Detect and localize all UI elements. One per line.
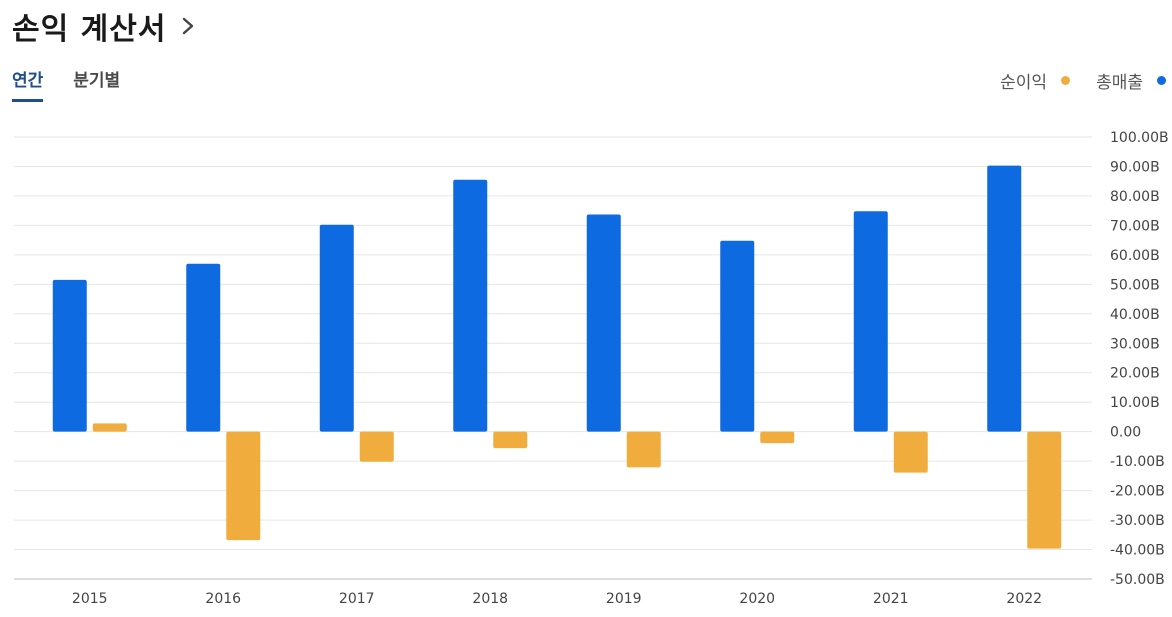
tab-quarterly[interactable]: 분기별 bbox=[73, 71, 121, 91]
x-tick-label: 2018 bbox=[472, 591, 508, 607]
y-tick-label: 50.00B bbox=[1110, 277, 1160, 293]
net-income-bar bbox=[493, 431, 528, 449]
legend-dot-net-income bbox=[1061, 76, 1071, 85]
revenue-bar bbox=[186, 263, 221, 432]
y-tick-label: 30.00B bbox=[1110, 336, 1160, 352]
revenue-bar bbox=[853, 211, 888, 432]
legend-item-net-income[interactable]: 순이익 bbox=[1000, 68, 1071, 93]
revenue-bar bbox=[586, 214, 621, 432]
y-tick-label: 80.00B bbox=[1110, 189, 1160, 205]
y-tick-label: -50.00B bbox=[1110, 572, 1165, 588]
y-tick-label: 60.00B bbox=[1110, 248, 1160, 264]
y-tick-label: 100.00B bbox=[1110, 130, 1169, 146]
y-tick-label: 70.00B bbox=[1110, 218, 1160, 234]
y-tick-label: -20.00B bbox=[1110, 484, 1165, 500]
x-tick-label: 2021 bbox=[873, 591, 909, 607]
y-tick-label: -40.00B bbox=[1110, 543, 1165, 559]
net-income-bar bbox=[359, 431, 394, 462]
y-tick-label: 20.00B bbox=[1110, 366, 1160, 382]
x-tick-label: 2016 bbox=[205, 591, 241, 607]
net-income-bar bbox=[893, 431, 928, 473]
net-income-bar bbox=[226, 431, 261, 541]
revenue-bar bbox=[319, 224, 354, 432]
x-tick-label: 2017 bbox=[339, 591, 375, 607]
page-title: 손익 계산서 bbox=[12, 12, 167, 47]
revenue-bar bbox=[720, 240, 755, 432]
legend-dot-revenue bbox=[1157, 76, 1166, 85]
y-tick-label: 0.00 bbox=[1110, 425, 1141, 441]
net-income-bar bbox=[760, 431, 795, 444]
tab-annual[interactable]: 연간 bbox=[12, 66, 44, 102]
x-tick-label: 2022 bbox=[1006, 591, 1042, 607]
chevron-right-icon[interactable] bbox=[180, 11, 198, 41]
revenue-bar bbox=[987, 165, 1022, 432]
legend-label-revenue: 총매출 bbox=[1096, 73, 1143, 93]
period-tabs: 연간 분기별 bbox=[12, 66, 150, 102]
x-tick-label: 2020 bbox=[739, 591, 775, 607]
net-income-bar bbox=[1027, 431, 1062, 549]
y-tick-label: 90.00B bbox=[1110, 159, 1160, 175]
net-income-bar bbox=[92, 423, 127, 432]
y-tick-label: -10.00B bbox=[1110, 454, 1165, 470]
x-tick-label: 2019 bbox=[606, 591, 642, 607]
revenue-bar bbox=[453, 179, 488, 432]
legend-label-net-income: 순이익 bbox=[1000, 73, 1048, 93]
y-tick-label: -30.00B bbox=[1110, 513, 1165, 529]
x-tick-label: 2015 bbox=[72, 591, 108, 607]
y-tick-label: 10.00B bbox=[1110, 395, 1160, 411]
y-tick-label: 40.00B bbox=[1110, 307, 1160, 323]
net-income-bar bbox=[626, 431, 661, 468]
chart-legend: 순이익 총매출 bbox=[974, 68, 1166, 93]
revenue-bar bbox=[52, 279, 87, 432]
legend-item-revenue[interactable]: 총매출 bbox=[1096, 68, 1166, 93]
header: 손익 계산서 bbox=[12, 4, 198, 48]
